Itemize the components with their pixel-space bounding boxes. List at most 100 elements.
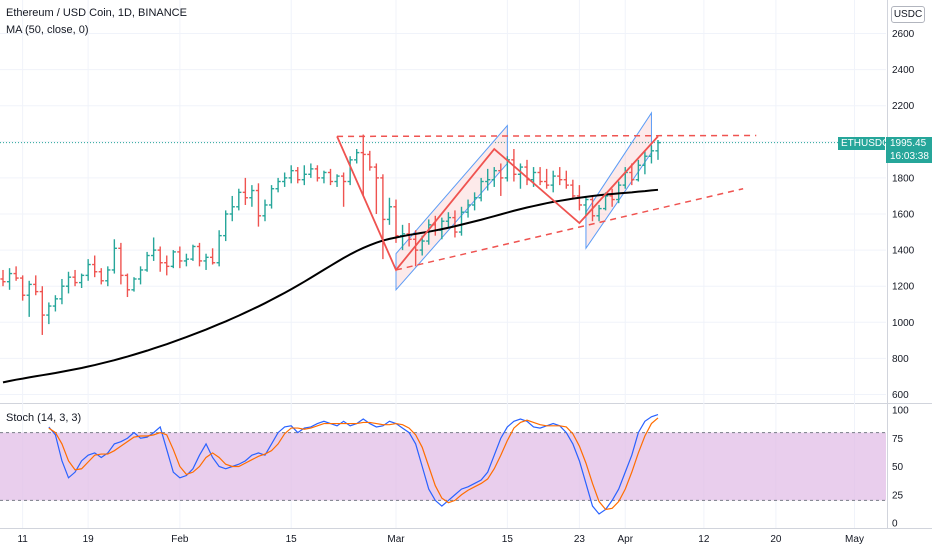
stoch-tick-label: 75 [892, 434, 904, 445]
support-trendline [395, 187, 744, 271]
ohlc-bar [216, 230, 222, 267]
price-tick-label: 800 [892, 354, 909, 365]
stoch-tick-label: 0 [892, 519, 898, 530]
time-tick-label: May [845, 534, 864, 545]
ohlc-bar [629, 163, 635, 186]
ohlc-bar [413, 230, 419, 267]
resistance-line [337, 134, 757, 138]
ohlc-bar [262, 199, 268, 222]
ohlc-bar [386, 197, 393, 225]
ohlc-bar [6, 268, 13, 290]
ohlc-bar [203, 253, 209, 270]
ma-indicator-label[interactable]: MA (50, close, 0) [6, 24, 89, 36]
time-tick-label: Apr [617, 534, 633, 545]
currency-button[interactable]: USDC [891, 6, 925, 23]
ohlc-bar [223, 210, 229, 242]
time-tick-label: 19 [83, 534, 95, 545]
ohlc-bar [98, 268, 104, 285]
ohlc-bar [557, 167, 563, 186]
ohlc-bar [190, 244, 196, 261]
ohlc-bar [183, 253, 189, 267]
symbol-title[interactable]: Ethereum / USD Coin, 1D, BINANCE [6, 7, 187, 19]
ohlc-bar [498, 163, 504, 196]
ohlc-bar [570, 179, 576, 200]
last-price-tag: 1995.45 [886, 137, 932, 150]
candles [0, 134, 661, 335]
price-tick-label: 1000 [892, 318, 915, 329]
ohlc-bar [380, 174, 386, 260]
ohlc-bar [65, 271, 72, 294]
ohlc-bar [164, 255, 170, 276]
ohlc-bar [485, 168, 491, 191]
ohlc-bar [72, 269, 78, 287]
ohlc-bar [0, 269, 6, 287]
ohlc-bar [563, 170, 569, 189]
ohlc-bar [242, 177, 248, 205]
ohlc-bar [367, 150, 373, 171]
price-tick-label: 1200 [892, 282, 915, 293]
ohlc-bar [478, 177, 484, 202]
ohlc-bar [177, 246, 183, 269]
ohlc-bar [393, 199, 399, 243]
ohlc-bar [334, 174, 340, 187]
ohlc-bar [347, 156, 353, 186]
stoch-tick-label: 100 [892, 406, 909, 417]
ohlc-bar [124, 273, 131, 298]
ohlc-bar [314, 165, 320, 182]
ohlc-bar [157, 246, 163, 272]
ohlc-bar [445, 212, 451, 229]
ohlc-bar [354, 149, 360, 164]
ohlc-bar [151, 237, 157, 261]
ohlc-bar [26, 280, 32, 317]
ohlc-bar [491, 167, 497, 187]
price-tick-label: 1600 [892, 210, 915, 221]
ohlc-bar [321, 170, 327, 184]
ohlc-bar [282, 172, 288, 187]
ohlc-bar [596, 204, 602, 222]
time-tick-label: 11 [17, 534, 28, 545]
ohlc-bar [210, 248, 216, 265]
ohlc-bar [131, 277, 137, 292]
price-tick-label: 1400 [892, 246, 915, 257]
time-tick-label: Feb [171, 534, 189, 545]
ohlc-bar [537, 167, 543, 186]
price-tick-label: 2400 [892, 65, 915, 76]
ohlc-bar [308, 163, 314, 178]
ohlc-bar [13, 266, 19, 281]
ohlc-bar [33, 275, 39, 296]
ohlc-bar [517, 163, 524, 189]
ohlc-bar [648, 145, 655, 164]
ohlc-bar [288, 165, 294, 184]
ohlc-bar [616, 181, 622, 204]
stoch-tick-label: 50 [892, 462, 904, 473]
time-tick-label: 15 [502, 534, 514, 545]
ohlc-bar [144, 251, 150, 272]
ohlc-bar [137, 266, 144, 285]
ohlc-bar [550, 170, 556, 193]
ohlc-bar [255, 183, 262, 227]
time-tick-label: 20 [770, 534, 782, 545]
stoch-d-line [48, 417, 659, 511]
ohlc-bar [52, 295, 58, 312]
bar-countdown-tag: 16:03:38 [886, 150, 932, 163]
ohlc-bar [544, 168, 550, 189]
stoch-band [0, 432, 886, 501]
ohlc-bar [465, 199, 471, 218]
ohlc-bar [635, 159, 641, 182]
ohlc-bar [229, 195, 235, 222]
stoch-tick-label: 25 [892, 490, 904, 501]
ohlc-bar [105, 266, 111, 287]
price-tick-label: 600 [892, 390, 909, 401]
ohlc-bar [236, 188, 242, 211]
ohlc-bar [583, 195, 589, 216]
time-tick-label: 12 [698, 534, 710, 545]
ma50-line [2, 188, 659, 384]
ohlc-bar [360, 134, 366, 196]
ohlc-bar [268, 185, 275, 209]
ohlc-bar [46, 302, 52, 325]
stoch-indicator-label[interactable]: Stoch (14, 3, 3) [6, 412, 82, 424]
price-tick-label: 2200 [892, 101, 915, 112]
ohlc-bar [301, 165, 307, 186]
time-tick-label: 15 [286, 534, 298, 545]
